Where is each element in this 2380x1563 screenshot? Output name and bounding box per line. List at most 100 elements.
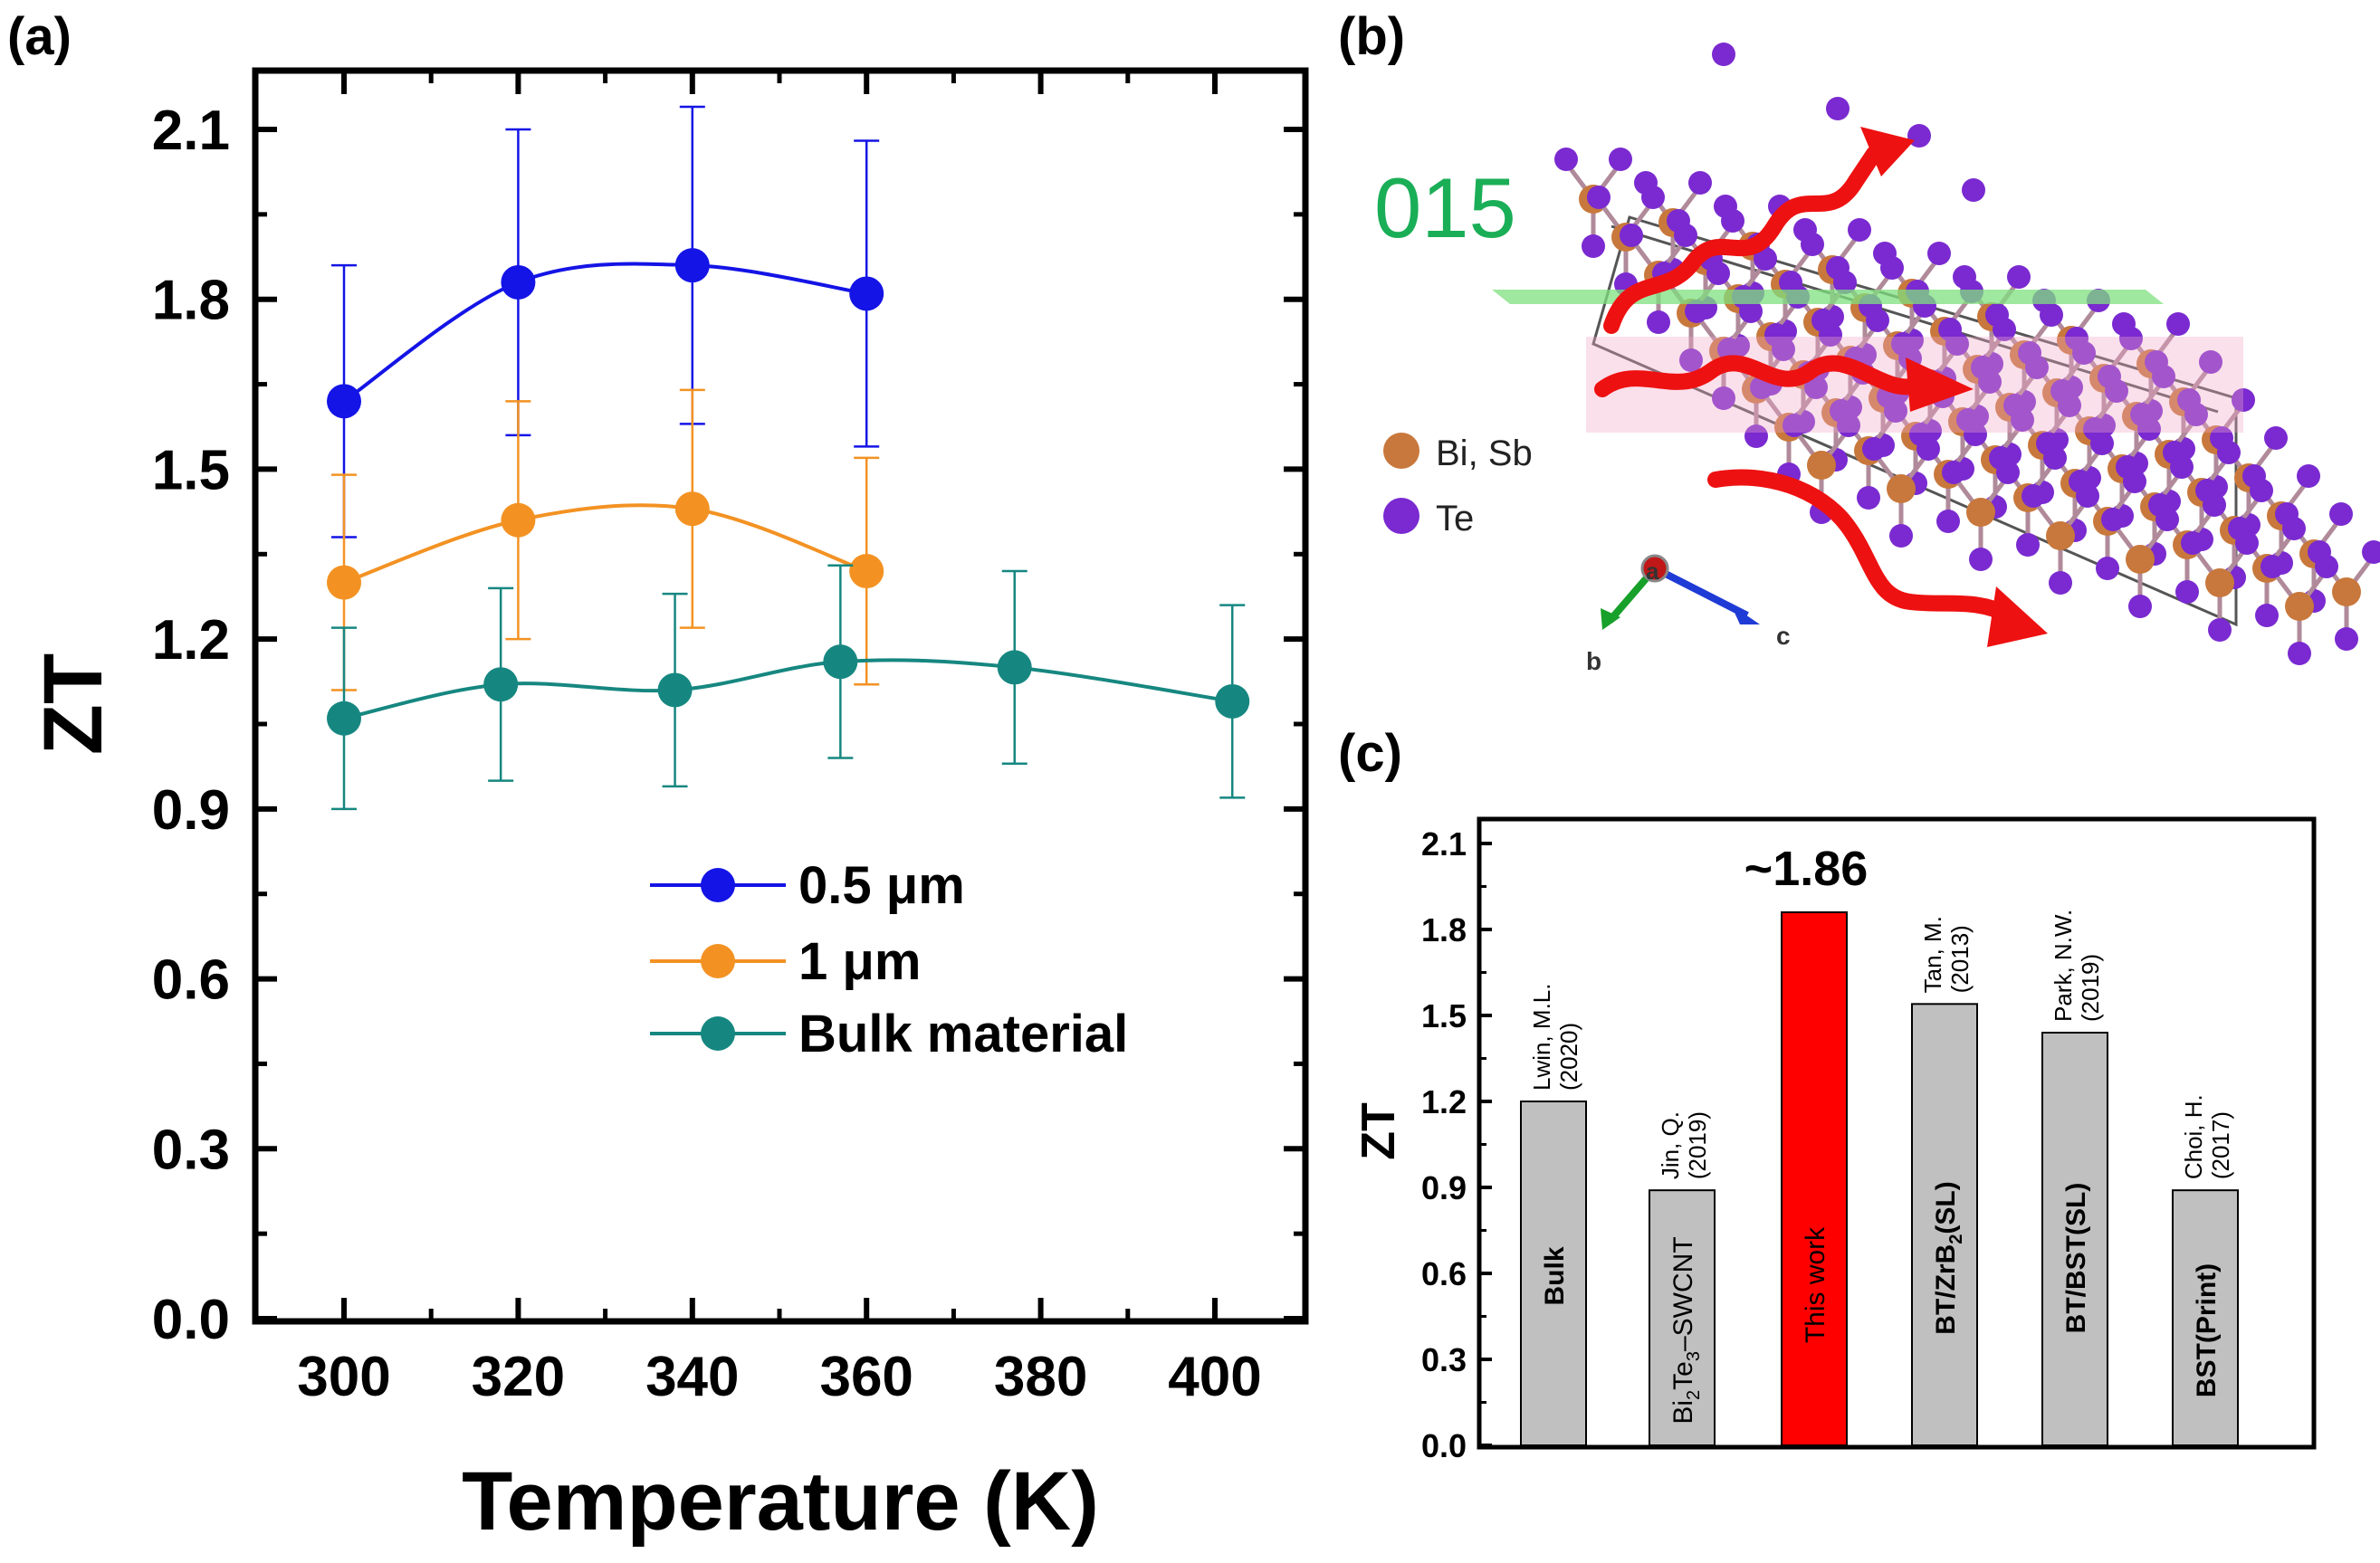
- bar-reference-author: Park, N.W.: [2050, 910, 2077, 1022]
- bar-reference-year: (2019): [2077, 954, 2104, 1022]
- plane-label: 015: [1374, 160, 1516, 255]
- heat-flow-arrow-3: [1707, 469, 2018, 624]
- te-atom: [2282, 517, 2306, 540]
- x-tick-label: 360: [819, 1346, 913, 1408]
- heat-flow-arrowhead-3: [1987, 586, 2048, 647]
- te-atom: [2022, 484, 2045, 508]
- te-atom: [2128, 595, 2152, 618]
- data-point: [501, 264, 536, 300]
- legend-bisb-icon: [1383, 433, 1419, 469]
- te-atom: [1862, 437, 1886, 461]
- te-atom: [2123, 470, 2146, 493]
- te-atom: [2264, 426, 2288, 450]
- te-atom: [2101, 508, 2125, 531]
- te-atom: [2297, 464, 2320, 488]
- te-atom: [1978, 370, 2002, 394]
- bar: [1911, 1003, 1978, 1447]
- te-atom: [2049, 571, 2072, 595]
- panel-label-c: (c): [1338, 724, 1402, 783]
- te-atom: [1819, 323, 1842, 347]
- te-atom: [1927, 242, 1951, 265]
- te-atom: [2119, 327, 2143, 350]
- te-atom: [2105, 379, 2128, 403]
- bar-label-part: Te: [1668, 1361, 1698, 1390]
- te-atom: [1826, 97, 1850, 120]
- te-atom: [2261, 555, 2284, 578]
- te-atom: [1916, 437, 1940, 461]
- te-atom: [2090, 432, 2114, 455]
- te-atom: [2315, 555, 2338, 578]
- te-atom: [2043, 446, 2067, 470]
- y-tick-label: 0.3: [1421, 1341, 1467, 1378]
- legend-label: Bulk material: [798, 1005, 1128, 1063]
- legend-marker: [701, 868, 735, 902]
- te-atom: [1783, 414, 1806, 437]
- te-atom: [1804, 376, 1828, 399]
- bar-reference-year: (2019): [1684, 1111, 1711, 1179]
- data-point: [327, 565, 361, 600]
- y-tick-label: 0.0: [152, 1289, 230, 1351]
- panel-c-annotation: ~1.86: [1744, 842, 1869, 896]
- bar-label: Bulk: [1540, 1246, 1570, 1305]
- series-line: [342, 262, 867, 403]
- te-atom: [1848, 218, 1871, 242]
- bi-sb-atom: [2046, 521, 2075, 550]
- te-atom: [2025, 356, 2049, 379]
- panel-a-chart: 300 320 340 360 380 400 0.0 0.3 0.6 0.9 1.2 1.5 1.8 2…: [27, 67, 1309, 1548]
- te-atom: [1688, 171, 1712, 195]
- bar-reference-year: (2013): [1946, 925, 1974, 993]
- te-atom: [2250, 479, 2273, 502]
- bar-label-part: Bi: [1668, 1400, 1698, 1425]
- axis-c-label: c: [1776, 622, 1791, 650]
- series-0: [327, 105, 884, 538]
- data-point: [327, 700, 361, 736]
- bar-group-2: This work: [1781, 911, 1848, 1446]
- bar-reference-author: Jin, Q.: [1657, 1111, 1684, 1179]
- axis-a-dot: [1640, 554, 1669, 583]
- legend-label: 1 μm: [798, 932, 921, 991]
- bar: [2041, 1032, 2108, 1446]
- te-atom: [1857, 486, 1880, 510]
- te-atom: [2096, 557, 2119, 580]
- legend-te-icon: [1383, 498, 1419, 534]
- te-atom: [1880, 256, 1904, 280]
- x-tick-label: 340: [645, 1346, 739, 1408]
- te-atom: [1739, 300, 1763, 323]
- bi-sb-atom: [2285, 592, 2314, 621]
- te-atom: [2184, 403, 2208, 426]
- te-atom: [2362, 540, 2380, 564]
- panel-a-frame: [252, 67, 1309, 1325]
- te-atom: [1587, 186, 1611, 209]
- te-atom: [1674, 224, 1697, 247]
- bar-group-5: BST(Print) Choi, H. (2017): [2172, 1094, 2239, 1446]
- te-atom: [2217, 441, 2241, 464]
- te-atom: [2058, 394, 2081, 417]
- bar-label: This work: [1801, 1226, 1830, 1343]
- bar-label-part: BT/ZrB: [1931, 1244, 1961, 1335]
- bar-label-part: –SWCNT: [1668, 1236, 1698, 1351]
- heat-flow-arrowhead-1: [1860, 127, 1915, 176]
- te-atom: [1744, 424, 1768, 448]
- te-atom: [1837, 414, 1860, 437]
- data-point: [1215, 683, 1250, 719]
- y-tick-label: 1.5: [1421, 997, 1467, 1034]
- te-atom: [2016, 533, 2040, 557]
- te-atom: [1833, 271, 1857, 294]
- legend-te-label: Te: [1436, 499, 1474, 538]
- y-tick-label: 1.8: [152, 270, 230, 332]
- series-line: [343, 658, 1233, 720]
- axis-b-label: b: [1586, 647, 1601, 675]
- te-atom: [2329, 502, 2353, 526]
- bar-label: Bi2Te3–SWCNT: [1668, 1236, 1704, 1424]
- bar-label-sub: 2: [1684, 1390, 1704, 1400]
- te-atom: [2335, 627, 2358, 651]
- te-atom: [1647, 310, 1670, 334]
- te-atom: [2007, 265, 2031, 289]
- data-point: [657, 672, 693, 708]
- te-atom: [1962, 178, 1985, 202]
- bar-label-sub: 3: [1684, 1351, 1704, 1361]
- te-atom: [2181, 531, 2204, 555]
- crystal-structure-illustration: 015 Bi, Sb Te a b c: [1374, 43, 2380, 675]
- bi-sb-atom: [2126, 545, 2155, 574]
